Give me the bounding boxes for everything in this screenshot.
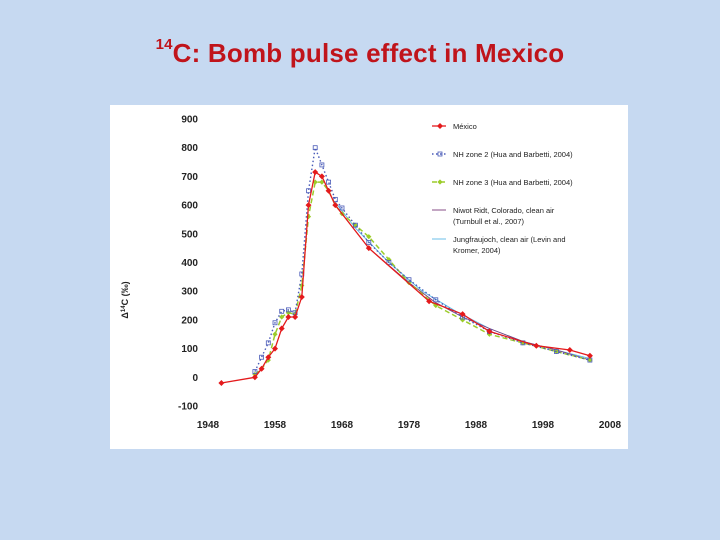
legend-label: NH zone 3 (Hua and Barbetti, 2004) [453,178,573,187]
mexico-point [566,347,573,354]
legend: México NH zone 2 (Hua and Barbetti, 2004)… [432,122,573,255]
legend-label: México [453,122,477,131]
nh2-point [306,188,311,194]
legend-label: Kromer, 2004) [453,246,501,255]
legend-entry-nh3: NH zone 3 (Hua and Barbetti, 2004) [432,178,573,187]
x-tick-label: 1948 [197,420,220,431]
mexico-point [332,202,339,209]
x-tick-label: 1998 [532,420,555,431]
mexico-point [292,314,299,321]
mexico-point [258,365,265,372]
legend-label: NH zone 2 (Hua and Barbetti, 2004) [453,150,573,159]
y-tick-label: 800 [181,143,198,154]
y-tick-label: 500 [181,229,198,240]
nh3-point [386,257,392,263]
nh3-point [460,317,466,323]
nh3-point [587,357,593,363]
chart-panel: Δ14C (‰) 900 800 700 600 500 400 300 200 100 0 -10… [110,105,628,449]
mexico-point [312,169,319,176]
mexico-point [305,202,312,209]
series-layer [218,145,593,387]
y-tick-label: 900 [181,115,198,126]
x-tick-label: 1988 [465,420,488,431]
legend-entry-niwot: Niwot Ridt, Colorado, clean air (Turnbull… [432,206,555,226]
mexico-point [285,314,292,321]
legend-label: (Turnbull et al., 2007) [453,217,525,226]
mexico-point [278,325,285,332]
y-axis-label-rest: C (‰) [120,281,130,305]
y-tick-label: 400 [181,258,198,269]
mexico-point [486,328,493,335]
nh3-point [366,234,372,240]
mexico-point [365,245,372,252]
nh2-point [259,354,265,360]
y-tick-labels: 900 800 700 600 500 400 300 200 100 0 -100 [178,115,198,413]
nh3-point [433,302,439,309]
y-axis-label-prefix: Δ [120,312,130,319]
nh2-point [352,222,358,228]
y-axis-label-sup: 14 [121,305,127,312]
legend-entry-mexico: México [432,122,477,131]
x-tick-label: 2008 [599,420,622,431]
mexico-point [298,293,305,300]
legend-label: Jungfraujoch, clean air (Levin and [453,235,566,244]
nh2-point [553,349,559,354]
mexico-point [272,345,278,352]
x-tick-label: 1968 [331,420,354,431]
series-line-nh2 [254,145,591,372]
y-tick-label: -100 [178,402,198,413]
y-tick-label: 300 [181,287,198,298]
nh2-point [265,340,271,346]
legend-swatch-marker [437,179,443,185]
legend-swatch-marker [437,123,443,129]
nh2-point [386,260,392,265]
nh2-point [285,307,291,313]
series-nh2 [252,145,593,374]
title-text: C: Bomb pulse effect in Mexico [172,38,565,68]
nh2-point [326,179,332,185]
mexico-point [586,352,593,359]
mexico-point [325,187,332,194]
title-superscript: 14 [155,36,173,54]
series-line-nh3 [254,181,591,375]
legend-entry-jungfraujoch: Jungfraujoch, clean air (Levin and Kromer… [432,235,566,255]
nh2-point [279,308,285,314]
x-tick-labels: 1948 1958 1968 1978 1988 1998 2008 [197,420,622,431]
y-tick-label: 100 [181,344,198,355]
nh2-point [406,277,412,283]
nh3-point [272,331,278,337]
mexico-point [426,298,433,305]
series-mexico [218,169,593,387]
legend-entry-nh2: NH zone 2 (Hua and Barbetti, 2004) [432,150,573,159]
mexico-point [251,374,258,381]
legend-label: Niwot Ridt, Colorado, clean air [453,206,555,215]
y-tick-label: 600 [181,201,198,212]
nh2-point [433,297,439,303]
nh3-point [299,282,305,289]
y-tick-label: 0 [192,373,198,384]
nh2-point [319,162,325,168]
mexico-point [459,311,466,318]
nh2-point [252,369,258,374]
series-line-mexico [221,171,591,384]
nh2-point [272,320,278,326]
y-tick-label: 200 [181,315,198,326]
x-tick-label: 1958 [264,420,287,431]
nh2-point [312,145,318,151]
legend-swatch-marker [437,151,443,157]
series-line-niwot [334,204,591,361]
nh2-point [366,240,372,245]
x-tick-label: 1978 [398,420,421,431]
y-axis-label: Δ14C (‰) [120,281,130,318]
bomb-pulse-chart: Δ14C (‰) 900 800 700 600 500 400 300 200 100 0 -10… [120,115,622,432]
mexico-point [533,342,540,349]
nh2-point [339,205,345,211]
mexico-point [318,173,325,180]
series-niwot [334,204,591,361]
mexico-point [218,380,225,387]
y-axis-label-text: Δ14C (‰) [120,281,130,318]
slide-title: 14C: Bomb pulse effect in Mexico [0,36,720,69]
mexico-point [265,354,272,361]
y-tick-label: 700 [181,172,198,183]
